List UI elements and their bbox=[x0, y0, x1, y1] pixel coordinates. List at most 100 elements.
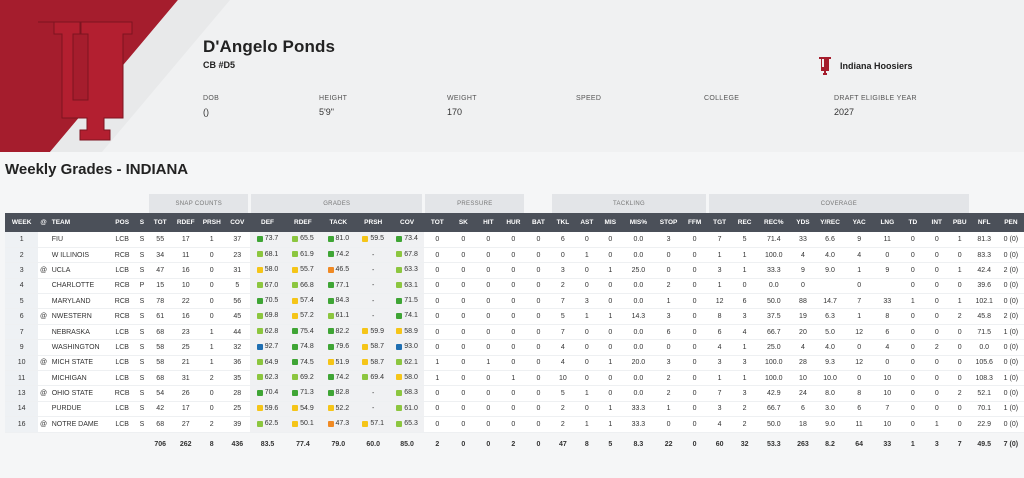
column-header[interactable]: POS bbox=[108, 213, 137, 232]
column-header[interactable]: TACK bbox=[320, 213, 357, 232]
table-row[interactable]: 3 @ UCLA LCB S 47 16 0 31 58.0 55.7 46.5-63.3 0 0 0 0 0 3… bbox=[5, 262, 1024, 279]
column-header[interactable]: RDEF bbox=[172, 213, 199, 232]
ffm-cell: 0 bbox=[682, 247, 708, 264]
week-cell: 11 bbox=[5, 370, 39, 387]
column-header[interactable]: TKL bbox=[550, 213, 575, 232]
column-header[interactable]: PBU bbox=[948, 213, 971, 232]
column-header[interactable]: LNG bbox=[873, 213, 901, 232]
team-link[interactable]: NOTRE DAME bbox=[48, 416, 109, 433]
int-cell: 0 bbox=[924, 262, 949, 279]
column-header[interactable]: PEN bbox=[997, 213, 1024, 232]
column-header[interactable]: TD bbox=[900, 213, 925, 232]
table-row[interactable]: 4 CHARLOTTE RCB P 15 10 0 5 67.0 66.8 77.1-63.1 0 0 0… bbox=[5, 278, 1024, 295]
team-link[interactable]: MICH STATE bbox=[48, 355, 109, 372]
snap-rdef-cell: 11 bbox=[172, 247, 199, 264]
grade-value: 58.9 bbox=[404, 327, 418, 335]
column-header[interactable]: YAC bbox=[844, 213, 874, 232]
grade-color-swatch bbox=[327, 297, 334, 304]
team-link[interactable]: MICHIGAN bbox=[48, 370, 109, 387]
column-header[interactable]: YDS bbox=[790, 213, 816, 232]
grade-cov-cell: 74.1 bbox=[390, 308, 424, 325]
table-row[interactable]: 13 @ OHIO STATE RCB S 54 26 0 28 70.4 71.3 82.8-68.… bbox=[5, 385, 1024, 402]
column-header[interactable]: @ bbox=[38, 213, 49, 232]
column-header[interactable]: RDEF bbox=[285, 213, 321, 232]
column-header[interactable]: FFM bbox=[682, 213, 708, 232]
table-row[interactable]: 11 MICHIGAN LCB S 68 31 2 35 62.3 69.2 74.2 69.4 58.… bbox=[5, 370, 1024, 387]
snap-tot-cell: 55 bbox=[147, 232, 173, 248]
table-row[interactable]: 14 PURDUE LCB S 42 17 0 25 59.6 54.9 52.2-61.0 0 0 0 0… bbox=[5, 401, 1024, 418]
stop-cell: 3 bbox=[655, 308, 683, 325]
table-row[interactable]: 10 @ MICH STATE LCB S 58 21 1 36 64.9 74.5 51.9 58.7… bbox=[5, 355, 1024, 372]
pen-cell: 2 (0) bbox=[997, 308, 1024, 325]
team-link[interactable]: UCLA bbox=[48, 262, 109, 279]
grade-color-swatch bbox=[362, 343, 369, 350]
table-row[interactable]: 7 NEBRASKA LCB S 68 23 1 44 62.8 75.4 82.2 59.9 58.9… bbox=[5, 324, 1024, 341]
column-header[interactable]: INT bbox=[924, 213, 949, 232]
grade-value: 81.0 bbox=[335, 235, 350, 243]
column-header[interactable]: REC bbox=[732, 213, 758, 232]
misp-cell: 0.0 bbox=[621, 232, 656, 248]
snap-rdef-cell: 31 bbox=[172, 370, 199, 387]
column-header[interactable]: HUR bbox=[500, 213, 526, 232]
total-hit: 0 bbox=[475, 431, 501, 457]
table-row[interactable]: 6 @ NWESTERN RCB S 61 16 0 45 69.8 57.2 61.1-74.1 0 0… bbox=[5, 308, 1024, 325]
grade-color-swatch bbox=[362, 420, 369, 427]
column-header[interactable]: SK bbox=[450, 213, 476, 232]
team-link[interactable]: PURDUE bbox=[48, 401, 109, 418]
column-header[interactable]: HIT bbox=[475, 213, 501, 232]
section-title: Weekly Grades - INDIANA bbox=[5, 161, 189, 178]
column-header[interactable]: MIS bbox=[598, 213, 622, 232]
column-header[interactable]: PRSH bbox=[198, 213, 225, 232]
table-row[interactable]: 5 MARYLAND RCB S 78 22 0 56 70.5 57.4 84.3-71.5 0 0 0… bbox=[5, 293, 1024, 310]
table-row[interactable]: 9 WASHINGTON LCB S 58 25 1 32 92.7 74.8 79.6 58.7 93… bbox=[5, 339, 1024, 356]
column-header[interactable]: TEAM bbox=[48, 213, 109, 232]
column-header[interactable]: AST bbox=[574, 213, 599, 232]
grade-def-cell: 68.1 bbox=[249, 247, 286, 264]
start-cell: P bbox=[136, 278, 148, 295]
column-header[interactable]: COV bbox=[390, 213, 424, 232]
nfl-cell: 71.5 bbox=[970, 324, 998, 341]
bat-cell: 0 bbox=[525, 278, 551, 295]
grade-value: 68.1 bbox=[264, 250, 279, 258]
grade-tack-cell: 46.5 bbox=[320, 262, 357, 279]
table-row[interactable]: 1 FIU LCB S 55 17 1 37 73.7 65.5 81.0 59.5 73.4 0 0 0 0 0… bbox=[5, 232, 1024, 248]
column-header[interactable]: S bbox=[136, 213, 148, 232]
team-link[interactable]: NWESTERN bbox=[48, 308, 109, 325]
column-header[interactable]: WEEK bbox=[5, 213, 39, 232]
team-link[interactable]: WASHINGTON bbox=[48, 339, 109, 356]
column-header[interactable]: TOT bbox=[147, 213, 173, 232]
recp-cell: 42.9 bbox=[757, 385, 791, 402]
table-row[interactable]: 16 @ NOTRE DAME LCB S 68 27 2 39 62.5 50.1 47.3 57.1… bbox=[5, 416, 1024, 433]
column-header[interactable]: REC% bbox=[757, 213, 791, 232]
grade-rdef-cell: 54.9 bbox=[285, 401, 321, 418]
lng-cell: 4 bbox=[873, 339, 901, 356]
column-header[interactable]: Y/REC bbox=[815, 213, 845, 232]
sk-cell: 0 bbox=[450, 293, 476, 310]
snap-prsh-cell: 0 bbox=[198, 247, 225, 264]
total-stop: 22 bbox=[655, 431, 683, 457]
grade-def-cell: 70.4 bbox=[249, 385, 286, 402]
column-header[interactable]: BAT bbox=[525, 213, 551, 232]
column-header[interactable]: MIS% bbox=[621, 213, 656, 232]
team-link[interactable]: MARYLAND bbox=[48, 293, 109, 310]
column-header[interactable]: NFL bbox=[970, 213, 998, 232]
pos-cell: RCB bbox=[108, 278, 137, 295]
yrec-cell: 9.0 bbox=[815, 262, 845, 279]
column-header[interactable]: COV bbox=[224, 213, 250, 232]
team-link[interactable]: CHARLOTTE bbox=[48, 278, 109, 295]
bat-cell: 0 bbox=[525, 385, 551, 402]
team-link[interactable]: W ILLINOIS bbox=[48, 247, 109, 264]
hit-cell: 0 bbox=[475, 308, 501, 325]
column-header[interactable]: STOP bbox=[655, 213, 683, 232]
column-header[interactable]: DEF bbox=[249, 213, 286, 232]
ptot-cell: 1 bbox=[423, 355, 451, 372]
column-header[interactable]: TGT bbox=[707, 213, 733, 232]
team-name[interactable]: Indiana Hoosiers bbox=[840, 61, 913, 71]
team-link[interactable]: OHIO STATE bbox=[48, 385, 109, 402]
team-link[interactable]: NEBRASKA bbox=[48, 324, 109, 341]
column-header[interactable]: PRSH bbox=[356, 213, 391, 232]
recp-cell: 25.0 bbox=[757, 339, 791, 356]
column-header[interactable]: TOT bbox=[423, 213, 451, 232]
team-link[interactable]: FIU bbox=[48, 232, 109, 248]
